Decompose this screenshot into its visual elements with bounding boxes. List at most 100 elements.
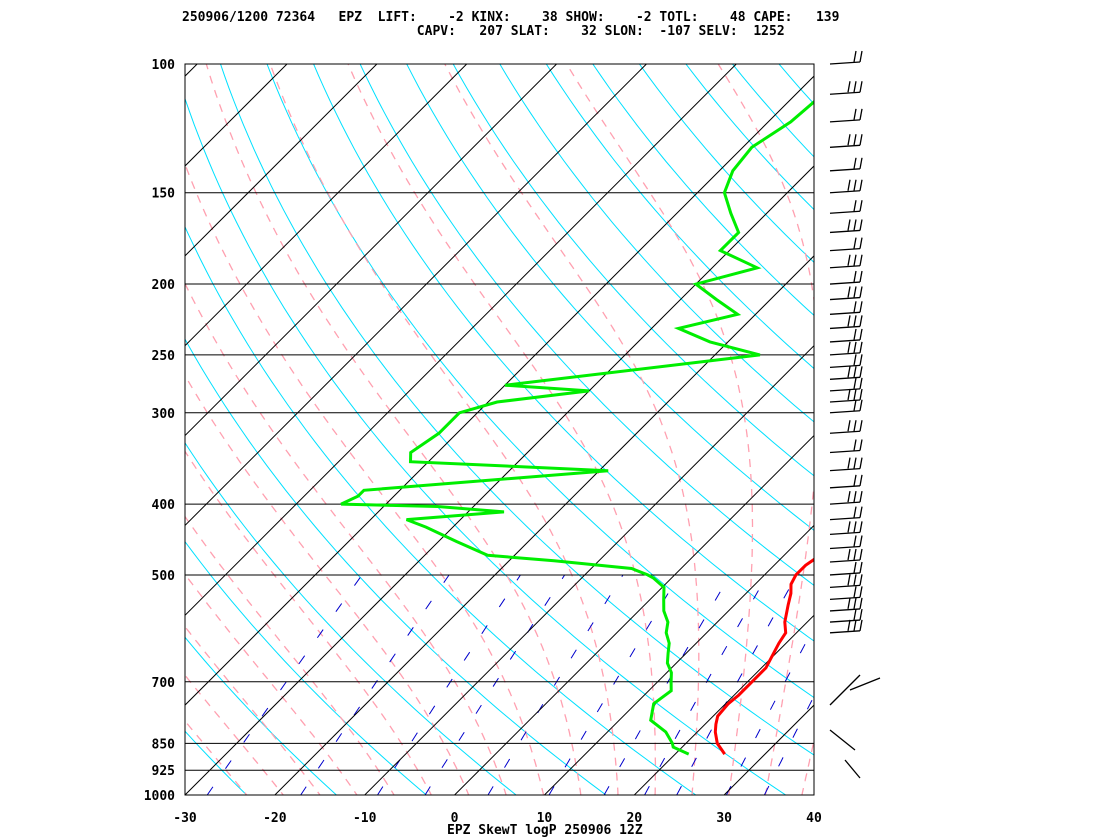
pressure-label: 700 [152,676,176,691]
moist-adiabat [269,64,619,795]
wind-barb [829,619,863,634]
wind-barb [829,521,863,536]
wind-barb [829,457,863,472]
wind-barbs [829,50,881,779]
isotherm-line [274,255,814,795]
pressure-label: 100 [152,58,176,73]
pressure-label: 200 [152,278,176,293]
moist-adiabat [185,450,433,795]
dry-adiabat [185,636,337,795]
wind-barb [829,301,863,315]
plot-frame [184,63,815,796]
wind-barb [829,81,863,95]
wind-barb [829,597,863,612]
wind-barb [844,759,861,779]
wind-barb [829,574,863,589]
moist-adiabat [205,64,582,795]
isotherm-line [185,64,468,347]
moist-adiabat [566,64,754,795]
dry-adiabat [0,64,157,795]
temperature-label: 10 [537,811,553,826]
dry-adiabat [685,64,814,211]
wind-barb [829,490,863,505]
dry-adiabat [965,64,1120,795]
wind-barb [829,506,863,521]
moist-adiabat [185,674,285,795]
pressure-tick-labels: 100 150 200 250 300 400 500 700 850 925 1000 [144,58,175,804]
dry-adiabat [359,64,814,586]
wind-barb [829,354,863,368]
mixing-ratio-line [763,695,814,795]
isotherm-line [185,64,557,437]
pressure-label: 925 [152,764,175,779]
wind-barb [829,270,863,285]
dewpoint-profile [340,99,814,756]
wind-barb [829,219,863,234]
wind-barb [829,50,863,65]
moist-adiabat [185,573,358,795]
dry-adiabat [638,64,814,264]
temperature-label: 0 [451,811,459,826]
wind-barb [829,388,863,403]
isotherm-line [633,614,814,795]
dry-adiabat [185,225,697,795]
dry-adiabat [499,64,814,423]
wind-barb [829,328,863,343]
dry-adiabat [545,64,814,370]
isotherm-line [185,64,288,167]
wind-barb [829,399,863,414]
moist-adiabat [185,162,545,795]
temperature-label: 40 [806,811,822,826]
isotherm-line [544,524,814,795]
dry-adiabat [778,64,814,105]
pressure-label: 500 [152,569,176,584]
wind-barb [829,586,863,601]
isotherm-line [185,75,814,706]
mixing-ratio-line [548,574,680,795]
dry-adiabat [452,64,814,477]
wind-barb [829,377,863,392]
temperature-tick-labels: -30 -20 -10 0 10 20 30 40 [173,811,822,826]
mixing-ratio-line [487,574,624,795]
wind-barb [829,108,863,123]
wind-barb [829,366,863,380]
isotherm-line [454,434,814,795]
pressure-label: 300 [152,407,176,422]
mixing-ratio-line [725,626,814,795]
mixing-ratio-line [206,574,363,795]
dry-adiabat [185,540,427,795]
wind-barb [829,200,863,214]
wind-barb [829,561,863,576]
dry-adiabat [313,64,814,642]
mixing-ratio-line [377,574,521,795]
moist-adiabat [347,64,657,795]
moist-adiabat [185,374,470,795]
pressure-label: 1000 [144,789,175,804]
dry-adiabat [406,64,814,531]
wind-barb [829,729,856,751]
header-line2: CAPV: 207 SLAT: 32 SLON: -107 SELV: 1252 [182,24,785,39]
dry-adiabat [732,64,814,158]
moist-adiabat [185,720,248,795]
wind-barb [829,608,863,623]
isotherm-line [185,64,378,257]
footer-title: EPZ SkewT logP 250906 12Z [447,823,643,838]
dry-adiabat [185,730,247,795]
dry-adiabat [919,64,1120,795]
temperature-label: -30 [173,811,197,826]
sounding-profiles [340,99,814,756]
wind-barb [829,286,863,301]
pressure-label: 400 [152,498,176,513]
wind-barb [829,341,863,356]
wind-barb [829,420,863,434]
wind-barb [829,474,863,489]
wind-barb [829,315,863,330]
dry-adiabat [872,64,1120,795]
wind-barb [829,179,863,194]
wind-barb [829,439,863,454]
wind-barb [829,237,863,252]
dry-adiabat [220,64,814,756]
isotherm-line [185,64,647,527]
pressure-label: 850 [152,737,176,752]
